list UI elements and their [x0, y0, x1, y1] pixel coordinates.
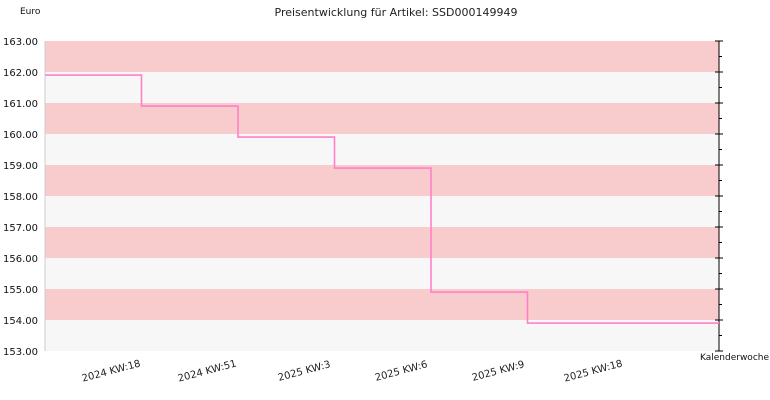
chart-title: Preisentwicklung für Artikel: SSD0001499… [275, 6, 518, 19]
x-axis-label: Kalenderwoche [700, 353, 769, 363]
y-tick-label: 159.00 [3, 161, 38, 172]
grid-band [45, 196, 719, 227]
y-tick-label: 154.00 [3, 316, 38, 327]
price-series [45, 74, 719, 324]
axes [44, 40, 723, 352]
grid-band [45, 134, 719, 165]
x-tick-label: 2024 KW:18 [81, 358, 142, 384]
y-tick-label: 163.00 [3, 37, 38, 48]
x-tick-label: 2025 KW:9 [471, 359, 526, 384]
x-tick-label: 2025 KW:18 [563, 358, 624, 384]
grid-band [45, 258, 719, 289]
y-tick-label: 160.00 [3, 130, 38, 141]
grid-band [45, 103, 719, 134]
y-tick-label: 158.00 [3, 192, 38, 203]
grid-band [45, 41, 719, 72]
x-tick-label: 2025 KW:6 [374, 359, 429, 384]
y-tick-label: 156.00 [3, 254, 38, 265]
y-tick-label: 157.00 [3, 223, 38, 234]
grid-bands [45, 41, 719, 351]
grid-band [45, 320, 719, 351]
grid-band [45, 165, 719, 196]
y-axis-label: Euro [20, 7, 41, 17]
y-tick-label: 153.00 [3, 347, 38, 358]
grid-band [45, 72, 719, 103]
x-tick-label: 2024 KW:51 [177, 358, 238, 384]
grid-band [45, 289, 719, 320]
price-step-line [45, 74, 719, 324]
x-tick-label: 2025 KW:3 [277, 359, 332, 384]
y-tick-label: 162.00 [3, 68, 38, 79]
y-tick-label: 155.00 [3, 285, 38, 296]
grid-band [45, 227, 719, 258]
y-tick-label: 161.00 [3, 99, 38, 110]
